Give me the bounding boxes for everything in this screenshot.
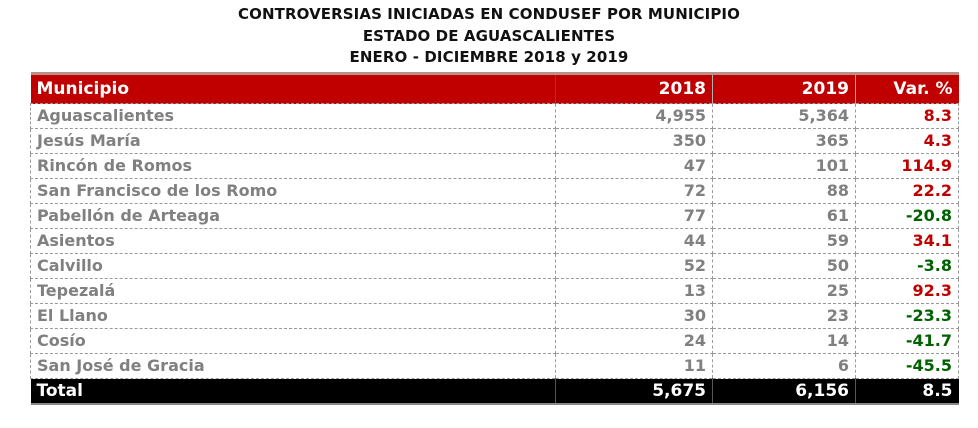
cell-2019: 365 (712, 128, 856, 154)
header-2019: 2019 (712, 73, 856, 104)
cell-municipio: Pabellón de Arteaga (30, 203, 556, 229)
cell-var-pct: -3.8 (855, 253, 959, 279)
cell-var-pct: -45.5 (855, 353, 959, 379)
cell-var-pct: 8.3 (855, 103, 959, 129)
cell-2019: 23 (712, 303, 856, 329)
report-subtitle-state: ESTADO DE AGUASCALIENTES (362, 26, 616, 45)
total-2019: 6,156 (712, 378, 856, 404)
report-subtitle-period: ENERO - DICIEMBRE 2018 y 2019 (349, 48, 629, 66)
header-municipio: Municipio (30, 73, 556, 104)
cell-var-pct: 22.2 (855, 178, 959, 204)
cell-municipio: Rincón de Romos (30, 153, 556, 179)
cell-municipio: Calvillo (30, 253, 556, 279)
cell-municipio: Tepezalá (30, 278, 556, 304)
table-row: San José de Gracia 11 6 -45.5 (30, 353, 959, 379)
cell-2018: 13 (555, 278, 713, 304)
cell-2018: 24 (555, 328, 713, 354)
cell-var-pct: -41.7 (855, 328, 959, 354)
table-header-row: Municipio 2018 2019 Var. % (30, 73, 959, 104)
header-2018: 2018 (555, 73, 713, 104)
table-row: Aguascalientes 4,955 5,364 8.3 (30, 103, 959, 129)
cell-2018: 77 (555, 203, 713, 229)
total-2018: 5,675 (555, 378, 713, 404)
cell-2019: 101 (712, 153, 856, 179)
cell-2019: 50 (712, 253, 856, 279)
table-row: Jesús María 350 365 4.3 (30, 128, 959, 154)
cell-2019: 59 (712, 228, 856, 254)
table-row: San Francisco de los Romo 72 88 22.2 (30, 178, 959, 204)
cell-2018: 52 (555, 253, 713, 279)
cell-var-pct: 4.3 (855, 128, 959, 154)
cell-var-pct: 114.9 (855, 153, 959, 179)
table-row: Rincón de Romos 47 101 114.9 (30, 153, 959, 179)
cell-2019: 25 (712, 278, 856, 304)
cell-municipio: San José de Gracia (30, 353, 556, 379)
table-row: Calvillo 52 50 -3.8 (30, 253, 959, 279)
total-row: Total 5,675 6,156 8.5 (30, 378, 959, 404)
table-row: Pabellón de Arteaga 77 61 -20.8 (30, 203, 959, 229)
report-title-block: CONTROVERSIAS INICIADAS EN CONDUSEF POR … (0, 4, 978, 69)
cell-municipio: Asientos (30, 228, 556, 254)
cell-2019: 5,364 (712, 103, 856, 129)
cell-2019: 14 (712, 328, 856, 354)
cell-2019: 6 (712, 353, 856, 379)
cell-2018: 72 (555, 178, 713, 204)
cell-var-pct: 92.3 (855, 278, 959, 304)
cell-municipio: El Llano (30, 303, 556, 329)
cell-municipio: Jesús María (30, 128, 556, 154)
cell-var-pct: -20.8 (855, 203, 959, 229)
total-var: 8.5 (855, 378, 959, 404)
cell-2018: 47 (555, 153, 713, 179)
controversias-table: Municipio 2018 2019 Var. % Aguascaliente… (30, 72, 959, 405)
cell-2019: 61 (712, 203, 856, 229)
cell-municipio: San Francisco de los Romo (30, 178, 556, 204)
table-body: Aguascalientes 4,955 5,364 8.3 Jesús María 35… (30, 103, 959, 379)
cell-municipio: Aguascalientes (30, 103, 556, 129)
table-row: Asientos 44 59 34.1 (30, 228, 959, 254)
total-label: Total (30, 378, 556, 404)
cell-2018: 44 (555, 228, 713, 254)
cell-2018: 11 (555, 353, 713, 379)
cell-var-pct: -23.3 (855, 303, 959, 329)
cell-var-pct: 34.1 (855, 228, 959, 254)
header-var-pct: Var. % (855, 73, 959, 104)
table-row: Tepezalá 13 25 92.3 (30, 278, 959, 304)
cell-2019: 88 (712, 178, 856, 204)
table-row: El Llano 30 23 -23.3 (30, 303, 959, 329)
cell-municipio: Cosío (30, 328, 556, 354)
report-title: CONTROVERSIAS INICIADAS EN CONDUSEF POR … (238, 5, 740, 23)
cell-2018: 350 (555, 128, 713, 154)
table-row: Cosío 24 14 -41.7 (30, 328, 959, 354)
cell-2018: 4,955 (555, 103, 713, 129)
cell-2018: 30 (555, 303, 713, 329)
